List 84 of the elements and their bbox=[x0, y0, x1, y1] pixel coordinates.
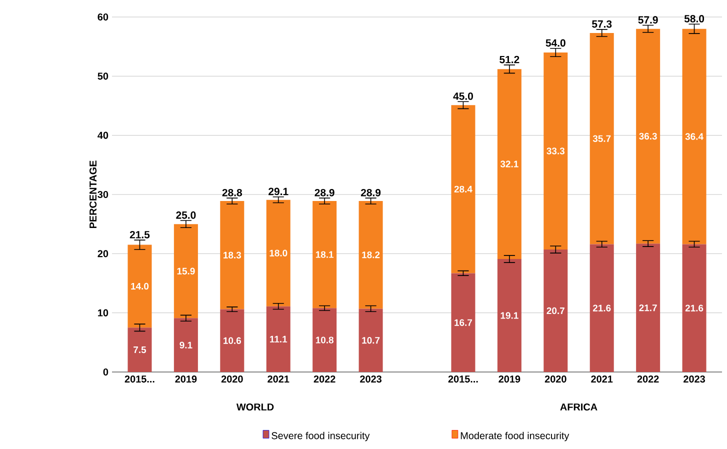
bar bbox=[451, 273, 476, 372]
data-label: 18.3 bbox=[224, 252, 242, 259]
y-tick-label: 40 bbox=[98, 132, 108, 139]
total-label: 51.2 bbox=[500, 56, 520, 64]
x-tick-label: 2023 bbox=[684, 376, 706, 383]
data-label: 11.1 bbox=[270, 336, 288, 342]
bar bbox=[358, 308, 383, 372]
y-tick-label: 0 bbox=[103, 368, 108, 376]
bar bbox=[636, 244, 660, 372]
data-label: 33.3 bbox=[546, 148, 565, 154]
bar bbox=[174, 224, 198, 318]
x-tick-label: 2019 bbox=[498, 376, 520, 383]
data-label: 15.9 bbox=[177, 268, 195, 274]
total-label: 21.5 bbox=[130, 230, 150, 238]
total-label: 25.0 bbox=[176, 211, 196, 219]
bar bbox=[128, 244, 152, 328]
data-label: 21.7 bbox=[639, 304, 657, 312]
x-tick-label: 2020 bbox=[544, 376, 566, 383]
bar bbox=[174, 318, 198, 372]
x-tick-label: 2023 bbox=[360, 376, 382, 383]
bar bbox=[544, 250, 568, 372]
x-tick-label: 2015... bbox=[124, 376, 154, 383]
total-label: 57.3 bbox=[592, 20, 612, 28]
data-label: 10.8 bbox=[316, 336, 334, 344]
data-label: 32.1 bbox=[500, 160, 518, 168]
total-label: 54.0 bbox=[546, 39, 566, 47]
bar bbox=[682, 28, 706, 244]
x-tick-label: 2020 bbox=[221, 376, 243, 383]
bar bbox=[312, 308, 337, 372]
x-tick-label: 2015... bbox=[448, 376, 478, 383]
text: WORLD bbox=[236, 403, 274, 411]
data-label: 16.7 bbox=[454, 319, 472, 326]
total-label: 29.1 bbox=[268, 188, 288, 196]
bar bbox=[358, 201, 383, 309]
text: AFRICA bbox=[560, 403, 598, 411]
data-label: 19.1 bbox=[500, 312, 518, 319]
total-label: 45.0 bbox=[453, 92, 473, 100]
x-tick-label: 2021 bbox=[268, 376, 290, 383]
bar bbox=[682, 244, 706, 372]
y-tick-label: 10 bbox=[98, 309, 108, 316]
data-label: 28.4 bbox=[454, 186, 472, 193]
data-label: 7.5 bbox=[134, 346, 146, 354]
x-tick-label: 2019 bbox=[175, 376, 197, 383]
total-label: 28.9 bbox=[314, 188, 334, 196]
y-tick-label: 20 bbox=[98, 250, 108, 258]
data-label: 21.6 bbox=[592, 304, 611, 312]
total-label: 57.9 bbox=[638, 16, 658, 24]
bar bbox=[590, 244, 614, 372]
y-axis-title: PERCENTAGE bbox=[90, 160, 97, 228]
data-label: 20.7 bbox=[546, 307, 564, 314]
bar bbox=[312, 201, 337, 308]
y-tick-label: 50 bbox=[98, 72, 108, 80]
x-tick-label: 2022 bbox=[637, 376, 659, 383]
data-label: 9.1 bbox=[180, 342, 192, 348]
total-label: 58.0 bbox=[684, 15, 704, 22]
data-label: 14.0 bbox=[131, 282, 149, 290]
data-label: 18.2 bbox=[362, 252, 380, 258]
y-tick-label: 30 bbox=[98, 190, 108, 198]
bar bbox=[497, 69, 522, 259]
data-label: 36.3 bbox=[639, 132, 657, 140]
total-label: 28.8 bbox=[222, 188, 242, 196]
data-label: 36.4 bbox=[685, 133, 704, 140]
data-label: 18.1 bbox=[316, 251, 334, 258]
bar bbox=[590, 32, 614, 244]
bar bbox=[220, 201, 244, 310]
x-tick-label: 2022 bbox=[314, 376, 336, 383]
data-label: 35.7 bbox=[592, 135, 611, 142]
legend-label: Moderate food insecurity bbox=[460, 432, 570, 442]
data-label: 18.0 bbox=[270, 250, 288, 256]
data-label: 10.7 bbox=[362, 336, 380, 344]
x-tick-label: 2021 bbox=[591, 376, 613, 383]
legend-label: Severe food insecurity bbox=[272, 432, 370, 442]
y-tick-label: 60 bbox=[98, 13, 108, 21]
bar bbox=[266, 200, 290, 306]
bar bbox=[266, 306, 290, 372]
bar bbox=[451, 105, 476, 274]
data-label: 21.6 bbox=[685, 304, 704, 312]
bar bbox=[128, 328, 152, 372]
total-label: 28.9 bbox=[360, 188, 381, 196]
bar bbox=[497, 258, 522, 372]
bar bbox=[636, 28, 660, 244]
data-label: 10.6 bbox=[224, 337, 242, 344]
bar bbox=[220, 309, 244, 372]
bar bbox=[544, 52, 568, 250]
